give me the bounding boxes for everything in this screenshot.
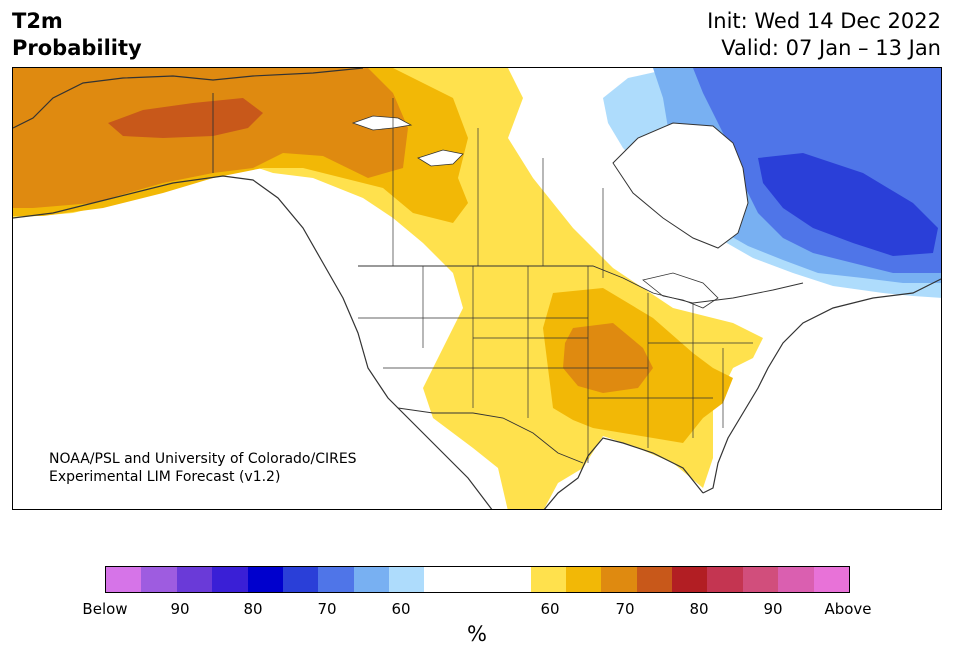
chart-title: T2m Probability xyxy=(12,8,142,62)
colorbar-segment xyxy=(742,567,779,592)
colorbar-segment xyxy=(353,567,389,592)
colorbar-segment xyxy=(424,567,531,592)
data-credit: NOAA/PSL and University of Colorado/CIRE… xyxy=(49,450,357,486)
colorbar-segment xyxy=(318,567,354,592)
colorbar xyxy=(105,566,850,593)
colorbar-segment xyxy=(636,567,673,592)
colorbar-segment xyxy=(601,567,637,592)
hudson-bay xyxy=(612,122,749,249)
colorbar-segment xyxy=(707,567,743,592)
colorbar-tick-label: 90 xyxy=(170,600,190,618)
above-90-region xyxy=(108,98,263,138)
colorbar-tick-label: Below xyxy=(82,600,128,618)
colorbar-segment xyxy=(813,567,849,592)
pacific-coast xyxy=(13,175,493,509)
above-80-region xyxy=(13,68,653,393)
colorbar-segment xyxy=(212,567,248,592)
colorbar-unit: % xyxy=(467,622,487,646)
colorbar-segment xyxy=(247,567,283,592)
colorbar-tick-label: 90 xyxy=(763,600,783,618)
colorbar-tick-label: 60 xyxy=(540,600,560,618)
alaska-coast xyxy=(13,68,364,129)
colorbar-tick-label: Above xyxy=(824,600,872,618)
colorbar-tick-label: 80 xyxy=(689,600,709,618)
probability-map xyxy=(12,67,942,510)
forecast-dates: Init: Wed 14 Dec 2022 Valid: 07 Jan – 13… xyxy=(707,8,941,62)
product-label: Probability xyxy=(12,36,142,60)
colorbar-segment xyxy=(176,567,213,592)
colorbar-segment xyxy=(141,567,177,592)
atlantic-coast xyxy=(702,278,941,494)
us-mexico-border xyxy=(397,407,584,464)
colorbar-tick-label: 80 xyxy=(243,600,263,618)
credit-line-1: NOAA/PSL and University of Colorado/CIRE… xyxy=(49,451,357,467)
valid-range: Valid: 07 Jan – 13 Jan xyxy=(721,36,941,60)
colorbar-segment xyxy=(565,567,602,592)
colorbar-segment xyxy=(106,567,142,592)
gulf-coast xyxy=(543,437,704,509)
colorbar-tick-label: 70 xyxy=(615,600,635,618)
init-date: Init: Wed 14 Dec 2022 xyxy=(707,9,941,33)
below-90-region xyxy=(758,153,938,256)
colorbar-segment xyxy=(282,567,319,592)
colorbar-segment xyxy=(389,567,425,592)
colorbar-segment xyxy=(530,567,566,592)
state-province-lines xyxy=(358,98,753,463)
credit-line-2: Experimental LIM Forecast (v1.2) xyxy=(49,469,281,485)
map-canvas xyxy=(13,68,941,509)
great-slave-lake xyxy=(351,115,413,131)
great-bear-lake xyxy=(417,149,464,167)
canada-us-border xyxy=(358,265,804,304)
colorbar-tick-label: 60 xyxy=(391,600,411,618)
colorbar-segment xyxy=(672,567,708,592)
colorbar-tick-label: 70 xyxy=(317,600,337,618)
colorbar-segment xyxy=(778,567,814,592)
variable-label: T2m xyxy=(12,9,63,33)
